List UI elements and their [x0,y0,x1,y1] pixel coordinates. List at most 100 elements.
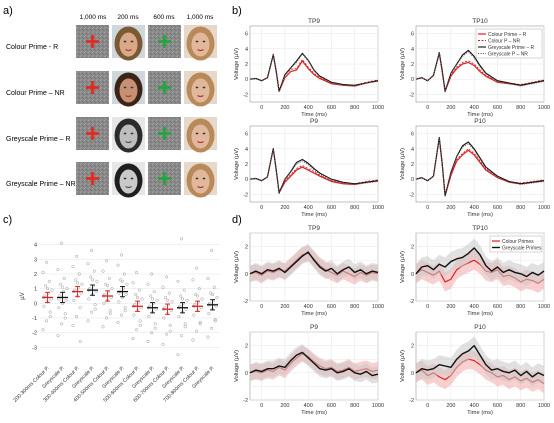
subject-point [176,353,180,357]
x-tick-label: 0 [260,304,263,310]
subject-point [59,282,63,286]
subject-point [179,294,183,298]
x-tick-label: 400 [470,205,479,211]
subject-point [195,294,200,298]
subject-point [110,287,114,291]
subject-point [47,279,51,283]
face-eye [130,86,134,89]
subject-point [71,265,75,269]
subject-point [108,312,112,316]
subject-point [149,294,153,298]
x-tick-label: 400 [470,105,479,111]
prime-face-image [112,25,145,61]
subject-point [167,291,171,295]
y-axis-label: Voltage (µV) [400,350,406,382]
subject-point [191,278,195,282]
subject-point [95,279,99,283]
face-skin [191,124,210,149]
y-tick-label: 0 [245,272,248,278]
panel-a-label: a) [3,5,13,17]
x-axis-label: Time (ms) [301,212,327,218]
x-tick-label: 200 [280,304,289,310]
prime-face-image [112,117,145,153]
face-skin [119,124,138,149]
subject-point [48,310,52,314]
subject-point [185,298,189,302]
subject-point [63,312,67,316]
subject-point [209,291,213,295]
subject-point [134,292,138,297]
chart-title: TP9 [308,18,320,25]
timing-label: 1,000 ms [187,14,214,21]
subject-point [78,339,82,344]
y-axis-label: µV [20,292,26,299]
subject-point [146,339,150,344]
subject-point [165,332,169,336]
subject-point [213,319,217,323]
subject-point [183,322,187,326]
series-line [249,351,379,377]
subject-point [176,279,180,283]
confidence-band [250,243,378,282]
subject-point [198,320,202,324]
x-tick-label: 1000 [372,205,384,211]
subject-point [210,292,215,297]
subject-point [45,287,50,291]
y-tick-label: 2 [411,344,414,350]
face-skin [119,169,138,194]
y-axis-label: Voltage (µV) [400,48,406,80]
series-line [415,51,545,93]
x-tick-label: 400 [304,105,313,111]
subject-point [119,278,123,282]
subject-point [63,316,67,320]
chart-title: P10 [474,118,486,125]
subject-point [71,323,75,327]
subject-point [108,309,112,313]
legend-label: Greyscale Primes [502,245,542,251]
subject-point [123,309,127,313]
y-tick-label: 0 [411,371,414,377]
subject-point [200,297,204,301]
x-axis-label: Time (ms) [301,311,327,317]
green-cross-icon [158,35,171,48]
face-mouth [125,94,132,98]
x-tick-label: 0 [426,105,429,111]
subject-point [101,269,105,273]
x-tick-label: 800 [516,403,525,409]
cross-bar [158,40,171,43]
subject-point [60,285,65,289]
subject-point [138,323,142,327]
subject-point [90,248,94,253]
subject-point [72,298,76,302]
x-tick-label: 1000 [372,304,384,310]
x-tick-label: 800 [516,205,525,211]
subject-point [80,282,84,286]
y-tick-label: -1 [32,316,37,322]
chart-title: P9 [310,118,318,125]
face-skin [191,78,210,103]
target-face-image [184,25,217,61]
x-tick-label: 600 [493,403,502,409]
x-tick-label: 200 [446,205,455,211]
erp-chart: P10 0 200 400 600 800 1000 -2 0 2 4 6 Time (ms) Volta… [400,118,550,218]
legend-label: Colour P – NR [488,38,521,44]
subject-point [64,298,68,302]
face-mouth [125,48,132,52]
x-tick-label: 200 [280,205,289,211]
y-tick-label: 6 [411,32,414,38]
subject-point [170,300,174,304]
subject-point [194,292,198,297]
x-tick-label: 1000 [538,205,550,211]
legend-box [489,235,543,253]
subject-point [105,316,109,320]
x-tick-label: 600 [493,304,502,310]
erp-chart: P9 0 200 400 600 800 1000 -2 0 2 Time (ms) Voltage … [234,324,384,416]
x-tick-label: 600 [327,105,336,111]
green-cross-icon [158,81,171,94]
subject-point [150,297,155,301]
face-skin [191,169,210,194]
subject-point [44,284,48,288]
subject-point [198,322,202,326]
subject-point [116,263,120,267]
